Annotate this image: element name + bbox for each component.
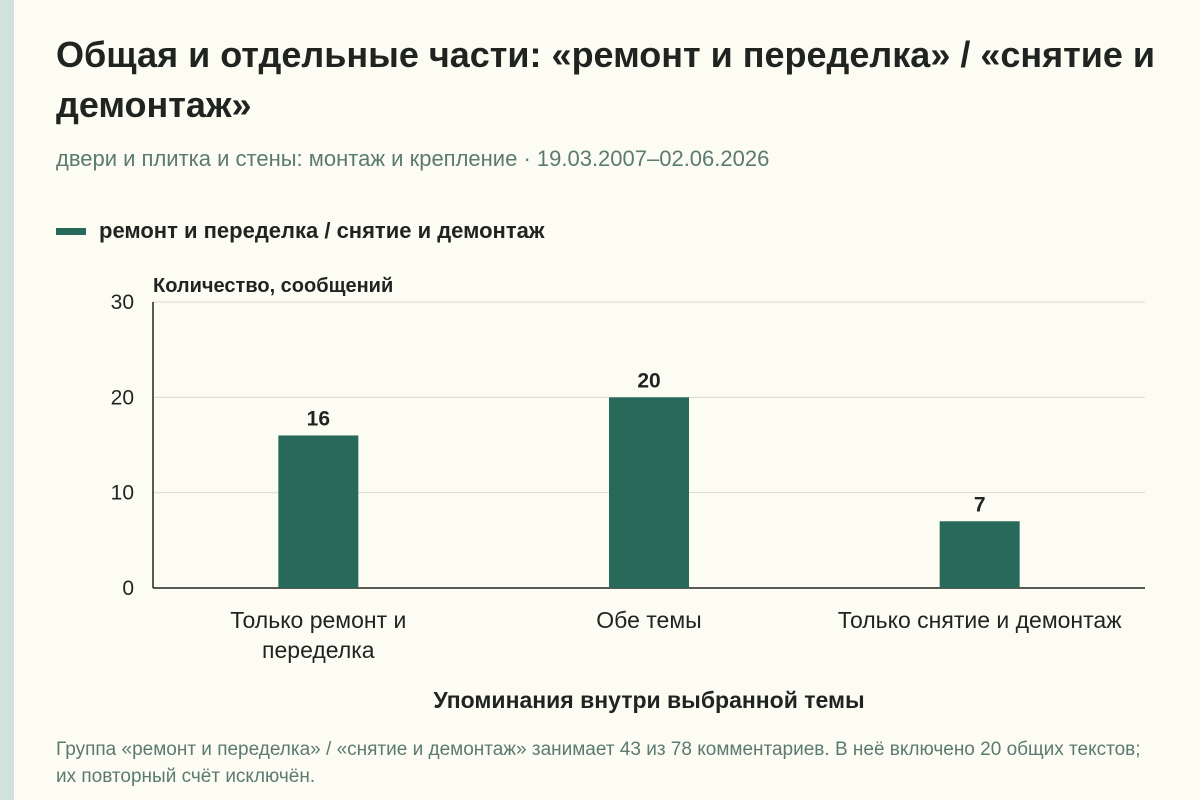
- x-tick-label: переделка: [262, 637, 375, 663]
- legend-swatch: [56, 227, 86, 235]
- y-tick-label: 10: [111, 482, 134, 505]
- legend: ремонт и переделка / снятие и демонтаж: [56, 218, 544, 244]
- x-axis-title: Упоминания внутри выбранной темы: [433, 687, 864, 713]
- accent-strip: [0, 0, 14, 800]
- bar: [939, 521, 1020, 588]
- bar-value-label: 16: [307, 407, 330, 430]
- y-tick-label: 30: [111, 291, 134, 314]
- x-tick-label: Обе темы: [596, 607, 701, 633]
- bar-value-label: 20: [637, 369, 660, 392]
- footnote: Группа «ремонт и переделка» / «снятие и …: [56, 739, 1141, 787]
- x-tick-label: Только снятие и демонтаж: [838, 607, 1122, 633]
- chart-subtitle: двери и плитка и стены: монтаж и креплен…: [56, 146, 770, 171]
- bar-value-label: 7: [974, 493, 986, 516]
- y-tick-label: 20: [111, 386, 134, 409]
- bar: [609, 397, 689, 588]
- y-tick-label: 0: [122, 577, 134, 600]
- legend-label: ремонт и переделка / снятие и демонтаж: [99, 218, 545, 243]
- chart-title: Общая и отдельные части: «ремонт и перед…: [56, 34, 1156, 125]
- x-tick-label: Только ремонт и: [230, 607, 406, 633]
- y-axis-title: Количество, сообщений: [153, 275, 393, 297]
- bar: [278, 435, 359, 588]
